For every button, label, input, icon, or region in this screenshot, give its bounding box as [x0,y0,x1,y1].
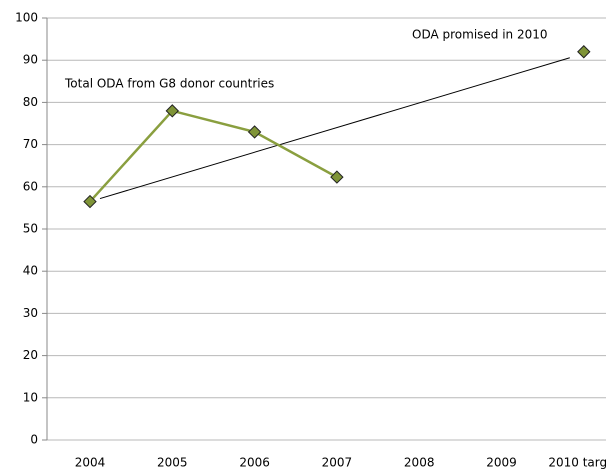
target-line [99,57,570,200]
x-tick-label: 2005 [157,456,188,470]
y-tick-label: 10 [23,390,38,404]
marker [330,170,344,184]
x-tick-label: 2006 [239,456,270,470]
series-line [89,109,338,203]
y-tick-label: 50 [23,222,38,236]
y-tick-label: 0 [30,433,38,447]
marker [165,104,180,118]
marker [83,194,97,209]
series-label: Total ODA from G8 donor countries [64,77,274,91]
y-tick-label: 100 [15,11,38,25]
x-tick-label: 2008 [404,456,435,470]
marker [577,45,591,59]
x-tick-label: 2009 [486,456,517,470]
x-tick-label: 2004 [75,456,106,470]
y-tick-label: 60 [23,179,38,193]
y-tick-label: 20 [23,348,38,362]
x-tick-label: 2007 [322,456,353,470]
x-tick-label: 2010 target [548,456,606,470]
series-label: ODA promised in 2010 [412,28,548,42]
y-tick-label: 90 [23,53,38,67]
y-tick-label: 30 [23,306,38,320]
y-tick-label: 80 [23,95,38,109]
y-tick-label: 70 [23,137,38,151]
y-tick-label: 40 [23,264,38,278]
marker [247,125,262,139]
